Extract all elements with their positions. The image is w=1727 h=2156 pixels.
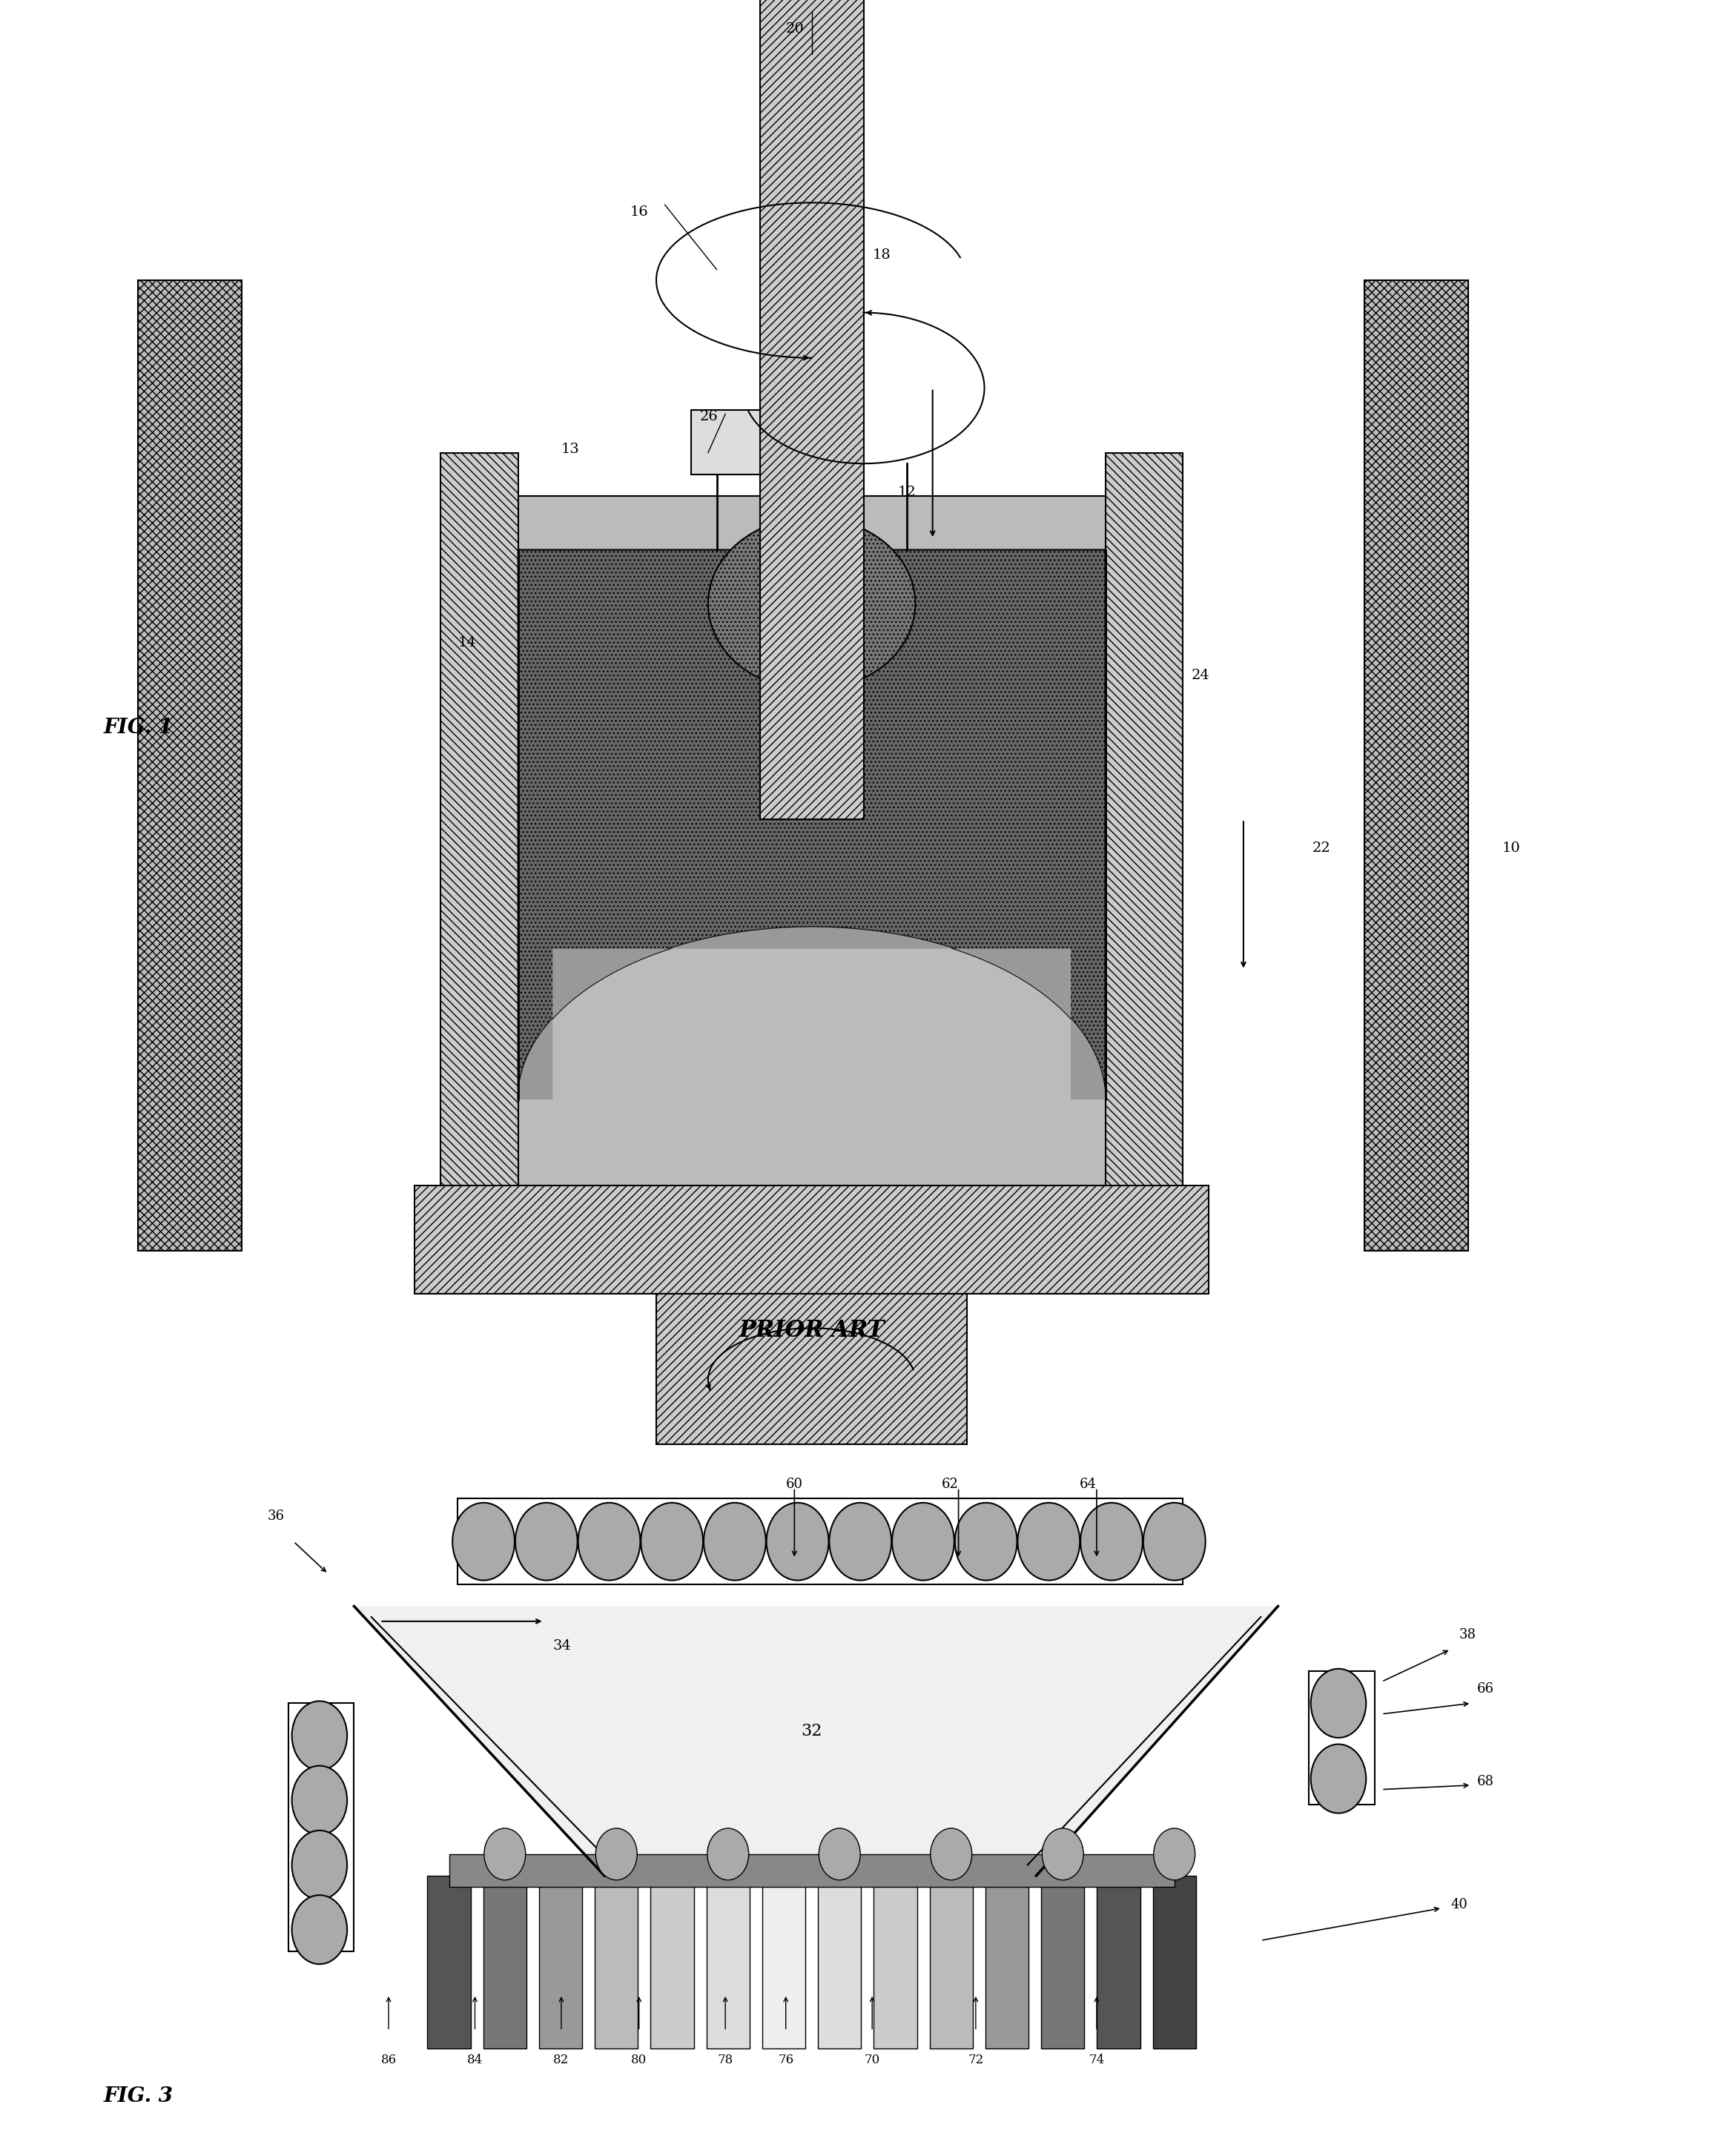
Text: 78: 78 (717, 2055, 734, 2065)
Text: 32: 32 (801, 1723, 822, 1740)
Bar (428, 1876, 470, 2048)
Bar (1309, 1671, 1375, 1805)
Text: 74: 74 (1088, 2055, 1105, 2065)
Bar (1154, 1876, 1197, 2048)
Bar (874, 1876, 917, 2048)
Circle shape (292, 1701, 347, 1770)
Circle shape (1311, 1669, 1366, 1738)
Bar (440, 453, 518, 1197)
Text: 38: 38 (1459, 1628, 1477, 1641)
Text: 12: 12 (898, 485, 917, 498)
Circle shape (955, 1503, 1017, 1580)
Text: 72: 72 (967, 2055, 984, 2065)
Text: PRIOR ART: PRIOR ART (739, 1319, 884, 1341)
Bar (656, 1294, 967, 1445)
Bar (762, 1876, 805, 2048)
Circle shape (1154, 1828, 1195, 1880)
Circle shape (829, 1503, 891, 1580)
Bar (1364, 280, 1468, 1250)
Circle shape (292, 1830, 347, 1899)
Bar (594, 1876, 637, 2048)
Bar (484, 1876, 527, 2048)
Bar (1097, 1876, 1140, 2048)
Text: 66: 66 (1477, 1682, 1494, 1695)
Text: 60: 60 (786, 1477, 803, 1490)
Bar (1041, 1876, 1085, 2048)
Circle shape (931, 1828, 972, 1880)
Circle shape (515, 1503, 577, 1580)
Bar (138, 280, 242, 1250)
Circle shape (484, 1828, 525, 1880)
Circle shape (1311, 1744, 1366, 1813)
Text: 13: 13 (561, 442, 580, 455)
Bar (691, 410, 760, 474)
Circle shape (1041, 1828, 1083, 1880)
Bar (484, 496, 1140, 1250)
Circle shape (708, 1828, 750, 1880)
Circle shape (893, 1503, 955, 1580)
Bar (760, 0, 864, 819)
Text: 70: 70 (864, 2055, 881, 2065)
Text: 22: 22 (1313, 841, 1332, 854)
Text: 20: 20 (786, 22, 805, 34)
Circle shape (452, 1503, 515, 1580)
Text: 10: 10 (1502, 841, 1520, 854)
Text: 40: 40 (1451, 1897, 1468, 1910)
Polygon shape (354, 1606, 1278, 1876)
Text: 84: 84 (466, 2055, 484, 2065)
Text: 18: 18 (872, 248, 891, 261)
Circle shape (292, 1895, 347, 1964)
Text: 26: 26 (699, 410, 718, 423)
Circle shape (1143, 1503, 1205, 1580)
Text: FIG. 3: FIG. 3 (104, 2087, 173, 2106)
Text: 16: 16 (630, 205, 649, 218)
Bar (288, 1703, 354, 1951)
Text: 82: 82 (553, 2055, 570, 2065)
Bar (819, 1876, 862, 2048)
Circle shape (641, 1503, 703, 1580)
Text: 64: 64 (1079, 1477, 1097, 1490)
Bar (414, 1186, 1209, 1294)
Bar (539, 1876, 582, 2048)
Text: 68: 68 (1477, 1774, 1494, 1787)
Polygon shape (518, 927, 1105, 1100)
Text: 62: 62 (941, 1477, 958, 1490)
Bar (1105, 453, 1183, 1197)
Text: 14: 14 (458, 636, 477, 649)
Bar (458, 1498, 1183, 1585)
Text: FIG. 1: FIG. 1 (104, 718, 173, 737)
Bar (449, 1854, 1174, 1886)
Circle shape (596, 1828, 637, 1880)
Polygon shape (518, 550, 1105, 1100)
Circle shape (579, 1503, 641, 1580)
Circle shape (292, 1766, 347, 1835)
Text: 36: 36 (268, 1509, 285, 1522)
PathPatch shape (518, 550, 1105, 1100)
Text: 80: 80 (630, 2055, 648, 2065)
Text: 34: 34 (553, 1639, 572, 1651)
Bar (986, 1876, 1029, 2048)
Circle shape (767, 1503, 829, 1580)
Bar (929, 1876, 972, 2048)
Circle shape (1081, 1503, 1143, 1580)
Circle shape (819, 1828, 860, 1880)
Text: 76: 76 (777, 2055, 794, 2065)
Text: 86: 86 (380, 2055, 397, 2065)
Ellipse shape (708, 517, 915, 690)
Circle shape (703, 1503, 765, 1580)
Text: 24: 24 (1192, 668, 1211, 681)
Bar (706, 1876, 750, 2048)
Circle shape (1017, 1503, 1079, 1580)
Bar (651, 1876, 694, 2048)
